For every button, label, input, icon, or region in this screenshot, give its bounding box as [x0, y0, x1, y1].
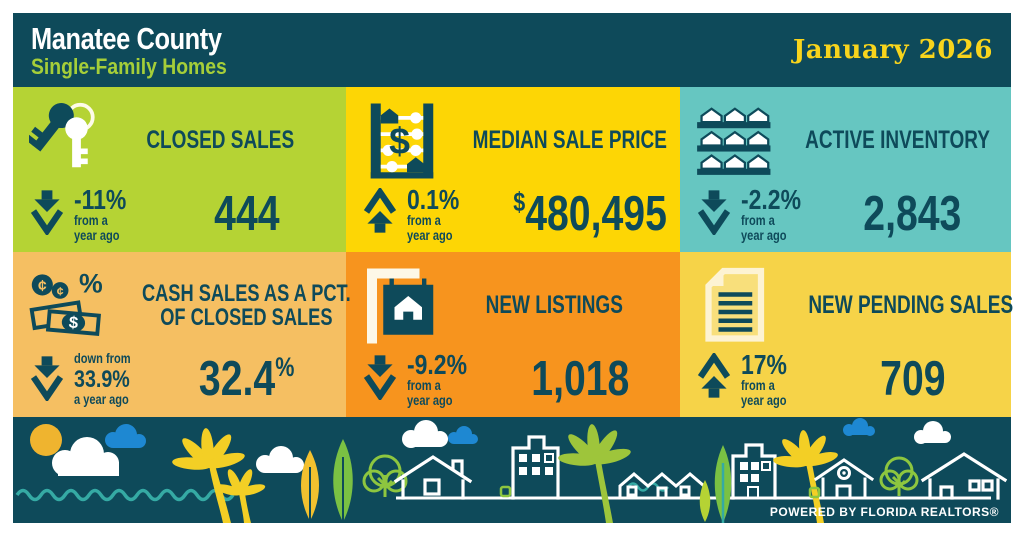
change-note: from a year ago [407, 378, 453, 408]
metric-value: 32.4% [198, 351, 295, 406]
outline-tree-icon [362, 454, 408, 497]
cloud-icon [256, 446, 304, 473]
change-note: down from [74, 351, 131, 367]
change-note: from a year ago [407, 213, 453, 243]
change-note: from a year ago [741, 213, 787, 243]
powered-by-label: POWERED BY FLORIDA REALTORS® [770, 505, 999, 519]
metric-value: 2,843 [863, 187, 962, 241]
yard-sign-icon [362, 265, 442, 347]
tile-active-inventory: ACTIVE INVENTORY -2.2% from a year ago 2,… [680, 87, 1011, 252]
tile-title: NEW PENDING SALES [808, 291, 1014, 320]
cloud-icon [843, 418, 875, 436]
keys-icon [25, 100, 109, 182]
tile-median-sale-price: $ MEDIAN SALE PRICE 0.1% from a year ago [346, 87, 680, 252]
building-icon [499, 435, 560, 500]
svg-text:$: $ [68, 313, 80, 333]
cloud-icon [448, 426, 478, 444]
trend-down-arrow-icon [30, 356, 64, 402]
sun-icon [30, 424, 62, 456]
change-percent: 33.9% [74, 365, 130, 393]
tile-title: NEW LISTINGS [485, 291, 623, 320]
house-icon [618, 472, 706, 500]
page-subtitle: Single-Family Homes [31, 53, 227, 79]
change-percent: 0.1% [407, 184, 460, 216]
outline-tree-icon [879, 456, 919, 496]
leaf-tree-icon [333, 439, 353, 522]
leaf-tree-icon [301, 450, 319, 521]
header: Manatee County Single-Family Homes Janua… [13, 13, 1011, 87]
change-percent: -11% [74, 184, 127, 216]
abacus-icon: $ [362, 100, 442, 182]
infographic-canvas: Manatee County Single-Family Homes Janua… [13, 13, 1013, 523]
svg-text:¢: ¢ [57, 284, 64, 298]
tile-cash-sales-pct: % ¢ ¢ $ [13, 252, 351, 417]
report-period: January 2026 [792, 35, 993, 65]
metrics-grid: CLOSED SALES -11% from a year ago 444 [13, 87, 1013, 417]
svg-text:$: $ [389, 120, 410, 162]
yoy-change: down from 33.9% a year ago [29, 351, 161, 407]
cash-icon: % ¢ ¢ $ [29, 265, 109, 347]
footer-illustration: POWERED BY FLORIDA REALTORS® [13, 417, 1011, 523]
tile-title: ACTIVE INVENTORY [805, 126, 990, 155]
yoy-change: 17% from a year ago [696, 351, 828, 408]
tile-new-pending-sales: NEW PENDING SALES 17% from a year ago 709 [680, 252, 1013, 417]
tile-title: CASH SALES AS A PCT. OF CLOSED SALES [141, 279, 351, 331]
cloud-icon [105, 424, 146, 448]
svg-text:¢: ¢ [38, 278, 47, 295]
yoy-change: -11% from a year ago [29, 186, 161, 243]
palm-tree-icon [214, 469, 266, 523]
yoy-change: 0.1% from a year ago [362, 186, 494, 243]
house-icon [813, 458, 875, 500]
metric-value: 709 [879, 352, 946, 406]
change-note: a year ago [74, 391, 129, 407]
house-icon [393, 455, 473, 500]
trend-down-arrow-icon [697, 190, 731, 236]
change-percent: 17% [741, 349, 787, 381]
palm-tree-icon [558, 424, 631, 523]
change-note: from a year ago [74, 213, 120, 243]
trend-up-arrow-icon [363, 188, 397, 233]
metric-value: $480,495 [513, 186, 667, 241]
bush-icon [808, 486, 821, 499]
inventory-houses-icon [696, 100, 776, 182]
tile-title: MEDIAN SALE PRICE [472, 126, 667, 155]
tile-new-listings: NEW LISTINGS -9.2% from a year ago 1,018 [346, 252, 680, 417]
yoy-change: -2.2% from a year ago [696, 186, 828, 243]
leaf-tree-icon [699, 445, 732, 523]
wave-icon [15, 488, 235, 502]
cloud-icon [52, 437, 119, 476]
contract-icon [696, 265, 776, 347]
change-percent: -9.2% [407, 349, 467, 381]
trend-down-arrow-icon [30, 190, 64, 236]
currency-symbol: $ [513, 186, 526, 217]
metric-value: 1,018 [530, 352, 630, 406]
palm-tree-icon [773, 430, 838, 523]
tile-closed-sales: CLOSED SALES -11% from a year ago 444 [13, 87, 346, 252]
cloud-icon [402, 420, 448, 448]
change-percent: -2.2% [741, 184, 801, 216]
tile-title: CLOSED SALES [146, 126, 295, 155]
percent-symbol: % [275, 351, 295, 382]
change-note: from a year ago [741, 378, 787, 408]
building-icon [731, 443, 777, 500]
house-icon [920, 452, 1008, 500]
metric-value: 444 [213, 187, 280, 241]
cloud-icon [914, 421, 951, 444]
page-title: Manatee County [31, 20, 222, 56]
trend-down-arrow-icon [363, 355, 397, 401]
header-titles: Manatee County Single-Family Homes [31, 23, 263, 78]
skyline-scene: POWERED BY FLORIDA REALTORS® [15, 418, 1008, 523]
palm-tree-icon [172, 428, 245, 523]
trend-up-arrow-icon [697, 353, 731, 398]
svg-text:%: % [79, 269, 103, 299]
yoy-change: -9.2% from a year ago [362, 351, 494, 408]
